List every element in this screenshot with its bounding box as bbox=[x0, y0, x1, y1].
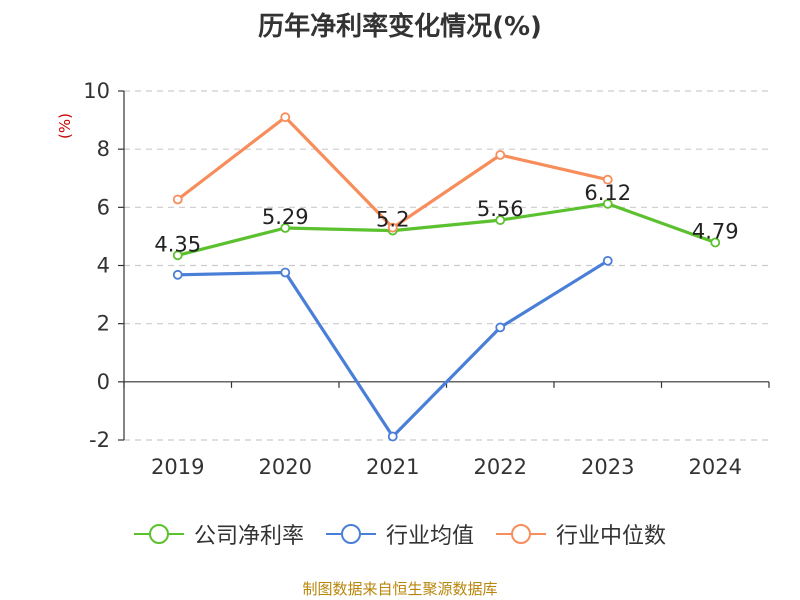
legend-marker-icon bbox=[325, 524, 376, 544]
y-tick-label: 8 bbox=[97, 137, 110, 161]
x-tick-label: 2024 bbox=[689, 455, 742, 479]
data-point-行业均值 bbox=[387, 431, 398, 442]
data-point-行业均值 bbox=[602, 255, 613, 266]
y-tick-label: 2 bbox=[97, 312, 110, 336]
data-point-行业中位数 bbox=[495, 150, 506, 160]
x-tick-label: 2023 bbox=[581, 455, 634, 479]
x-tick-label: 2020 bbox=[259, 455, 312, 479]
data-label: 4.35 bbox=[154, 232, 201, 256]
legend-label: 行业均值 bbox=[385, 524, 474, 549]
chart-title: 历年净利率变化情况(%) bbox=[258, 12, 542, 42]
legend-marker-icon bbox=[496, 524, 546, 544]
data-point-公司净利率 bbox=[280, 223, 291, 233]
data-label: 5.2 bbox=[376, 208, 409, 232]
y-tick-label: 10 bbox=[83, 79, 110, 103]
y-tick-label: -2 bbox=[89, 428, 110, 452]
data-point-行业中位数 bbox=[280, 112, 291, 123]
y-tick-label: 4 bbox=[97, 254, 110, 278]
data-point-行业中位数 bbox=[387, 222, 398, 233]
x-tick-label: 2022 bbox=[474, 455, 527, 479]
data-label: 4.79 bbox=[692, 220, 739, 244]
data-point-行业中位数 bbox=[602, 174, 613, 185]
series-line-公司净利率 bbox=[177, 202, 716, 257]
legend: 公司净利率 行业均值 行业中位数 bbox=[0, 518, 800, 550]
series-line-行业均值 bbox=[177, 259, 609, 439]
data-point-行业均值 bbox=[495, 322, 506, 333]
y-axis-label: (%) bbox=[56, 113, 74, 139]
y-tick-label: 6 bbox=[97, 195, 110, 219]
legend-label: 公司净利率 bbox=[193, 524, 304, 549]
data-point-公司净利率 bbox=[172, 250, 183, 261]
x-tick-label: 2021 bbox=[366, 455, 419, 479]
data-point-公司净利率 bbox=[602, 198, 613, 209]
legend-marker-icon bbox=[133, 524, 184, 544]
data-point-公司净利率 bbox=[495, 215, 506, 226]
y-tick-label: 0 bbox=[97, 370, 110, 394]
legend-label: 行业中位数 bbox=[556, 524, 667, 549]
data-point-行业均值 bbox=[172, 269, 183, 280]
legend-item[interactable]: 行业均值 bbox=[325, 518, 474, 550]
data-label: 6.12 bbox=[584, 181, 631, 205]
source-note: 制图数据来自恒生聚源数据库 bbox=[302, 580, 498, 598]
data-label: 5.56 bbox=[477, 197, 524, 221]
x-tick-label: 2019 bbox=[151, 455, 204, 479]
legend-item[interactable]: 公司净利率 bbox=[133, 518, 304, 550]
data-point-公司净利率 bbox=[710, 237, 721, 248]
data-point-行业中位数 bbox=[172, 194, 183, 205]
data-label: 5.29 bbox=[262, 205, 309, 229]
data-point-行业均值 bbox=[280, 267, 291, 278]
legend-item[interactable]: 行业中位数 bbox=[496, 518, 666, 550]
